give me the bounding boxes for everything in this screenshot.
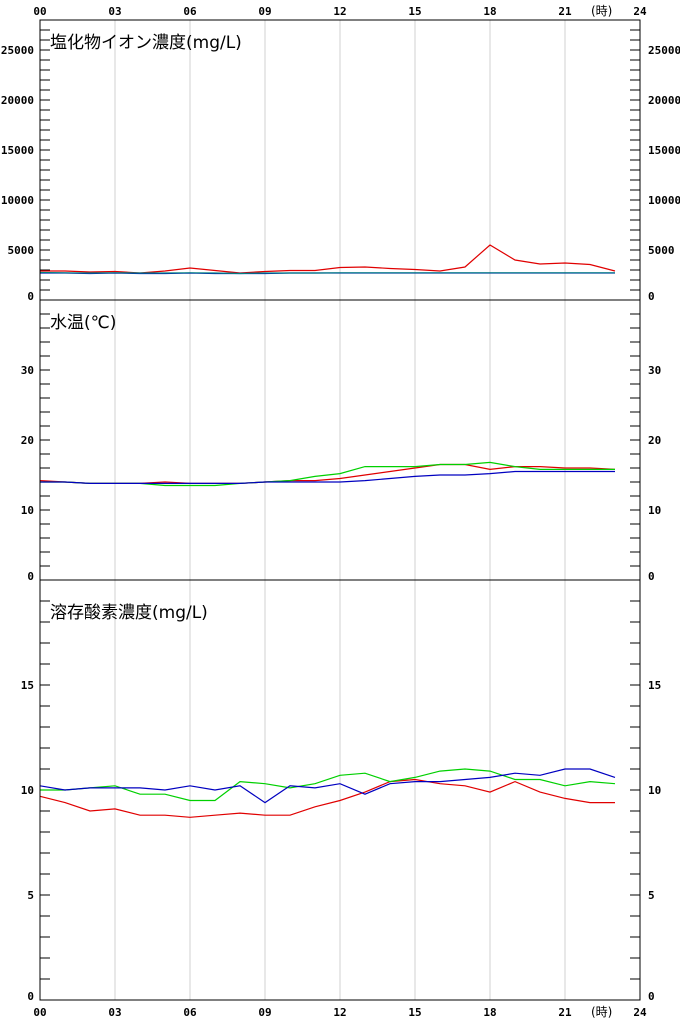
y-tick-label-right: 25000 xyxy=(648,44,680,57)
y-tick-label-left: 5 xyxy=(27,889,34,902)
hour-tick-label-top: 15 xyxy=(408,5,421,18)
y-tick-label-right: 0 xyxy=(648,570,655,583)
y-tick-label-right: 10 xyxy=(648,784,661,797)
y-tick-label-left: 20000 xyxy=(1,94,34,107)
series-line xyxy=(40,470,615,484)
series-layer xyxy=(39,244,616,818)
y-tick-label-left: 15000 xyxy=(1,144,34,157)
hour-tick-label-bottom: 00 xyxy=(33,1006,46,1019)
y-tick-label-right: 5000 xyxy=(648,244,675,257)
hour-tick-label-bottom: 18 xyxy=(483,1006,496,1019)
hour-tick-label-bottom: 03 xyxy=(108,1006,121,1019)
hour-tick-label-top: 03 xyxy=(108,5,121,18)
y-tick-label-right: 5 xyxy=(648,889,655,902)
y-tick-label-right: 10 xyxy=(648,504,661,517)
grid-layer xyxy=(114,20,566,1000)
y-tick-label-right: 0 xyxy=(648,990,655,1003)
panel-title-dissolved-oxygen: 溶存酸素濃度(mg/L) xyxy=(50,603,208,623)
hour-tick-label-bottom: 24 xyxy=(633,1006,647,1019)
hour-tick-label-bottom: 12 xyxy=(333,1006,346,1019)
y-tick-label-left: 0 xyxy=(27,290,34,303)
series-line xyxy=(39,768,616,804)
y-tick-label-right: 30 xyxy=(648,364,661,377)
y-tick-label-right: 20 xyxy=(648,434,661,447)
y-tick-label-left: 5000 xyxy=(8,244,35,257)
hour-tick-label-bottom: 21 xyxy=(558,1006,572,1019)
y-tick-label-left: 0 xyxy=(27,570,34,583)
hour-tick-label-bottom: 15 xyxy=(408,1006,421,1019)
y-tick-label-left: 10 xyxy=(21,504,34,517)
y-tick-label-left: 30 xyxy=(21,364,34,377)
y-tick-label-left: 0 xyxy=(27,990,34,1003)
tick-layer xyxy=(40,29,640,980)
panel-title-chloride: 塩化物イオン濃度(mg/L) xyxy=(50,33,242,53)
y-tick-label-right: 20000 xyxy=(648,94,680,107)
frame-layer xyxy=(39,19,641,1001)
series-line xyxy=(40,768,616,802)
y-tick-label-left: 25000 xyxy=(1,44,34,57)
text-layer: 塩化物イオン濃度(mg/L) 水温(℃) 溶存酸素濃度(mg/L) (時) (時… xyxy=(1,4,680,1019)
plot-frame xyxy=(39,19,641,1001)
hour-tick-label-top: 12 xyxy=(333,5,346,18)
hour-tick-label-top: 18 xyxy=(483,5,496,18)
y-tick-label-right: 10000 xyxy=(648,194,680,207)
hour-tick-label-top: 21 xyxy=(558,5,572,18)
series-line xyxy=(39,778,615,818)
hour-tick-label-top: 06 xyxy=(183,5,197,18)
hour-tick-label-bottom: 06 xyxy=(183,1006,197,1019)
y-tick-label-left: 20 xyxy=(21,434,34,447)
series-line xyxy=(39,271,615,275)
y-tick-label-left: 10 xyxy=(21,784,34,797)
series-line xyxy=(40,244,616,274)
hour-unit-bottom: (時) xyxy=(591,1005,612,1019)
y-tick-label-right: 15000 xyxy=(648,144,680,157)
hour-unit-top: (時) xyxy=(591,4,612,18)
hour-tick-label-bottom: 09 xyxy=(258,1006,271,1019)
series-line xyxy=(39,463,616,484)
y-tick-label-left: 10000 xyxy=(1,194,34,207)
panel-title-water-temp: 水温(℃) xyxy=(50,313,116,333)
hour-tick-label-top: 09 xyxy=(258,5,271,18)
hour-tick-label-top: 24 xyxy=(633,5,647,18)
hour-tick-label-top: 00 xyxy=(33,5,46,18)
y-tick-label-right: 0 xyxy=(648,290,655,303)
y-tick-label-left: 15 xyxy=(21,679,34,692)
y-tick-label-right: 15 xyxy=(648,679,661,692)
